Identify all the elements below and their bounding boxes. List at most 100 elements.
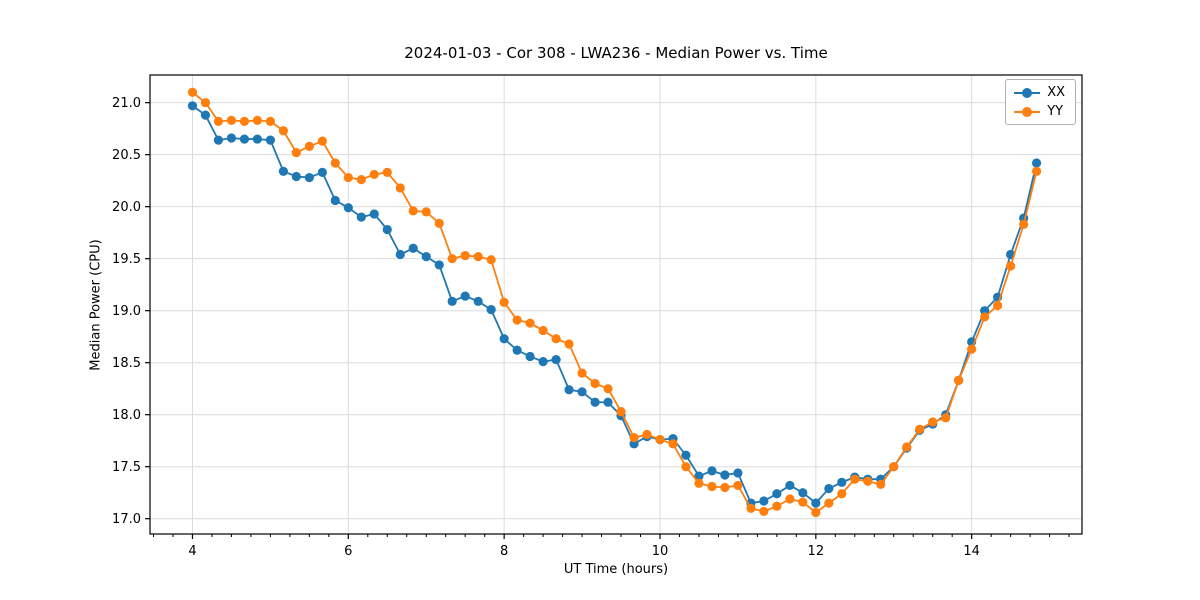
data-point-xx <box>785 480 795 491</box>
x-tick-label: 14 <box>963 544 980 559</box>
data-point-yy <box>694 478 704 488</box>
data-point-xx <box>369 209 379 219</box>
data-point-yy <box>525 318 535 328</box>
data-point-xx <box>252 134 262 144</box>
y-tick-label: 20.5 <box>112 148 141 163</box>
data-point-yy <box>486 255 496 265</box>
data-point-yy <box>382 167 392 177</box>
legend-marker-yy-icon <box>1014 106 1041 117</box>
data-point-xx <box>681 450 691 460</box>
legend-entry-yy: YY <box>1014 105 1065 118</box>
data-point-yy <box>837 489 847 499</box>
data-point-yy <box>967 344 977 354</box>
data-point-xx <box>473 296 483 306</box>
x-tick-label: 4 <box>188 544 196 559</box>
data-point-yy <box>629 432 639 443</box>
data-point-yy <box>889 462 899 472</box>
data-point-yy <box>395 183 405 193</box>
data-point-yy <box>850 474 860 484</box>
x-tick-label: 8 <box>500 544 508 559</box>
data-point-yy <box>720 482 730 493</box>
data-point-yy <box>928 417 938 427</box>
data-point-xx <box>538 357 548 367</box>
data-point-yy <box>1019 219 1029 229</box>
plot-frame <box>149 74 1083 535</box>
data-point-yy <box>291 147 301 158</box>
data-point-yy <box>655 435 665 445</box>
data-point-xx <box>759 496 769 506</box>
data-point-yy <box>915 424 925 434</box>
data-point-xx <box>694 471 704 481</box>
data-point-yy <box>1006 261 1016 271</box>
data-point-yy <box>746 503 756 513</box>
data-point-xx <box>564 385 574 395</box>
data-point-yy <box>330 158 340 168</box>
data-point-yy <box>421 207 431 217</box>
data-point-xx <box>291 171 301 182</box>
data-point-xx <box>525 351 535 362</box>
data-point-xx <box>733 468 743 478</box>
data-point-yy <box>213 116 224 126</box>
data-point-yy <box>252 115 262 125</box>
data-point-yy <box>239 116 250 126</box>
data-point-yy <box>304 141 314 151</box>
y-tick-label: 17.0 <box>112 512 141 527</box>
data-point-xx <box>265 135 275 145</box>
data-point-yy <box>616 406 626 417</box>
data-point-yy <box>200 98 211 108</box>
data-point-yy <box>278 126 288 136</box>
data-point-yy <box>733 480 743 491</box>
data-point-yy <box>356 175 366 185</box>
data-point-xx <box>824 483 834 494</box>
data-point-yy <box>681 462 691 472</box>
y-tick-label: 17.5 <box>112 460 141 475</box>
data-point-yy <box>317 136 327 146</box>
data-point-xx <box>434 260 444 270</box>
data-point-yy <box>668 439 678 449</box>
data-point-yy <box>551 334 561 344</box>
data-point-yy <box>265 116 275 126</box>
y-tick-label: 18.0 <box>112 408 141 423</box>
x-tick-label: 10 <box>652 544 669 559</box>
data-point-xx <box>304 172 314 183</box>
data-point-yy <box>590 378 600 389</box>
data-point-xx <box>460 291 470 301</box>
data-point-yy <box>798 497 808 507</box>
data-point-xx <box>603 397 613 407</box>
legend: XX YY <box>1005 79 1076 125</box>
data-point-yy <box>499 297 509 307</box>
data-point-yy <box>343 172 353 183</box>
data-point-yy <box>902 442 912 452</box>
data-point-yy <box>642 429 652 440</box>
data-point-yy <box>876 479 886 489</box>
data-point-xx <box>512 345 522 355</box>
data-point-yy <box>460 250 470 261</box>
data-point-xx <box>395 249 405 260</box>
data-point-xx <box>408 243 418 253</box>
data-point-xx <box>577 387 587 397</box>
y-tick-label: 20.0 <box>112 200 141 215</box>
x-tick-label: 6 <box>344 544 352 559</box>
data-point-xx <box>343 203 353 213</box>
data-point-yy <box>538 325 548 336</box>
data-point-xx <box>798 488 808 498</box>
legend-marker-xx-icon <box>1014 87 1041 98</box>
data-point-yy <box>512 315 522 325</box>
legend-entry-xx: XX <box>1014 86 1065 99</box>
data-point-yy <box>811 507 821 518</box>
data-point-xx <box>226 133 237 143</box>
data-point-xx <box>317 167 327 177</box>
data-point-yy <box>473 252 483 262</box>
y-tick-label: 19.0 <box>112 304 141 319</box>
chart-title: 2024-01-03 - Cor 308 - LWA236 - Median P… <box>404 44 828 62</box>
x-tick-label: 12 <box>808 544 825 559</box>
legend-dot-xx <box>1022 87 1033 98</box>
data-point-yy <box>824 498 834 508</box>
data-point-xx <box>772 489 782 499</box>
data-point-yy <box>863 476 873 486</box>
data-point-yy <box>434 218 444 228</box>
data-point-yy <box>226 115 237 125</box>
data-point-xx <box>356 212 366 222</box>
